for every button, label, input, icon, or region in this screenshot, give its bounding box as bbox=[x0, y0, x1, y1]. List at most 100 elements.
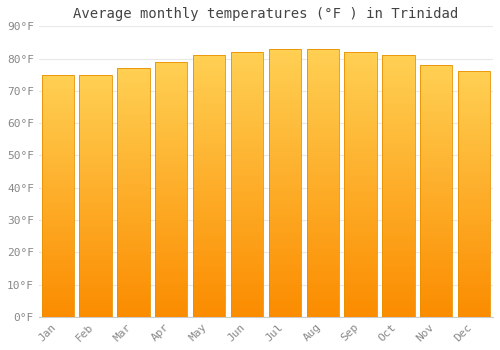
Bar bbox=[344, 193, 376, 195]
Bar bbox=[231, 208, 263, 211]
Bar bbox=[42, 164, 74, 167]
Bar bbox=[344, 113, 376, 116]
Bar bbox=[458, 270, 490, 273]
Bar bbox=[420, 216, 452, 219]
Bar bbox=[420, 297, 452, 299]
Bar bbox=[231, 203, 263, 206]
Bar bbox=[306, 49, 339, 317]
Bar bbox=[80, 295, 112, 298]
Bar bbox=[344, 169, 376, 171]
Bar bbox=[382, 286, 414, 288]
Bar bbox=[382, 149, 414, 152]
Bar bbox=[155, 276, 188, 279]
Bar bbox=[118, 205, 150, 208]
Bar bbox=[118, 255, 150, 257]
Bar bbox=[269, 293, 301, 295]
Bar bbox=[420, 292, 452, 294]
Bar bbox=[118, 222, 150, 225]
Bar bbox=[420, 264, 452, 266]
Bar bbox=[118, 68, 150, 71]
Bar bbox=[306, 57, 339, 60]
Bar bbox=[231, 193, 263, 195]
Bar bbox=[155, 212, 188, 215]
Bar bbox=[42, 300, 74, 302]
Bar bbox=[118, 312, 150, 314]
Bar bbox=[118, 294, 150, 297]
Bar bbox=[306, 303, 339, 306]
Bar bbox=[269, 78, 301, 81]
Bar bbox=[458, 91, 490, 93]
Bar bbox=[344, 274, 376, 277]
Bar bbox=[269, 314, 301, 317]
Bar bbox=[269, 207, 301, 210]
Bar bbox=[458, 165, 490, 167]
Bar bbox=[42, 108, 74, 111]
Bar bbox=[193, 183, 225, 186]
Bar bbox=[193, 139, 225, 142]
Bar bbox=[231, 290, 263, 293]
Bar bbox=[193, 71, 225, 74]
Bar bbox=[269, 94, 301, 97]
Bar bbox=[42, 295, 74, 298]
Bar bbox=[420, 158, 452, 161]
Bar bbox=[306, 70, 339, 73]
Bar bbox=[420, 272, 452, 274]
Bar bbox=[420, 146, 452, 148]
Bar bbox=[193, 286, 225, 288]
Bar bbox=[269, 81, 301, 84]
Bar bbox=[306, 285, 339, 287]
Bar bbox=[80, 302, 112, 305]
Bar bbox=[231, 142, 263, 145]
Bar bbox=[42, 176, 74, 179]
Bar bbox=[420, 148, 452, 150]
Bar bbox=[306, 113, 339, 116]
Bar bbox=[269, 172, 301, 175]
Bar bbox=[269, 306, 301, 309]
Bar bbox=[155, 220, 188, 223]
Bar bbox=[231, 216, 263, 219]
Bar bbox=[420, 85, 452, 88]
Bar bbox=[42, 290, 74, 293]
Bar bbox=[420, 299, 452, 302]
Bar bbox=[118, 96, 150, 98]
Bar bbox=[155, 189, 188, 192]
Bar bbox=[193, 233, 225, 236]
Bar bbox=[344, 206, 376, 208]
Bar bbox=[42, 196, 74, 198]
Bar bbox=[118, 80, 150, 83]
Bar bbox=[458, 106, 490, 108]
Bar bbox=[269, 135, 301, 137]
Bar bbox=[118, 155, 150, 158]
Bar bbox=[193, 299, 225, 301]
Bar bbox=[193, 108, 225, 110]
Bar bbox=[458, 307, 490, 309]
Bar bbox=[231, 261, 263, 264]
Bar bbox=[118, 280, 150, 282]
Bar bbox=[458, 93, 490, 96]
Bar bbox=[231, 301, 263, 303]
Bar bbox=[80, 126, 112, 128]
Bar bbox=[80, 82, 112, 84]
Bar bbox=[306, 135, 339, 137]
Bar bbox=[42, 172, 74, 174]
Bar bbox=[458, 251, 490, 253]
Bar bbox=[420, 289, 452, 292]
Bar bbox=[118, 168, 150, 170]
Bar bbox=[193, 113, 225, 116]
Bar bbox=[42, 104, 74, 106]
Bar bbox=[231, 282, 263, 285]
Bar bbox=[193, 76, 225, 79]
Bar bbox=[344, 251, 376, 253]
Bar bbox=[80, 97, 112, 99]
Bar bbox=[80, 131, 112, 133]
Bar bbox=[155, 176, 188, 179]
Bar bbox=[344, 214, 376, 216]
Bar bbox=[118, 116, 150, 118]
Bar bbox=[269, 76, 301, 78]
Bar bbox=[420, 131, 452, 133]
Bar bbox=[155, 240, 188, 243]
Bar bbox=[458, 153, 490, 155]
Bar bbox=[306, 287, 339, 290]
Bar bbox=[118, 304, 150, 307]
Bar bbox=[458, 116, 490, 118]
